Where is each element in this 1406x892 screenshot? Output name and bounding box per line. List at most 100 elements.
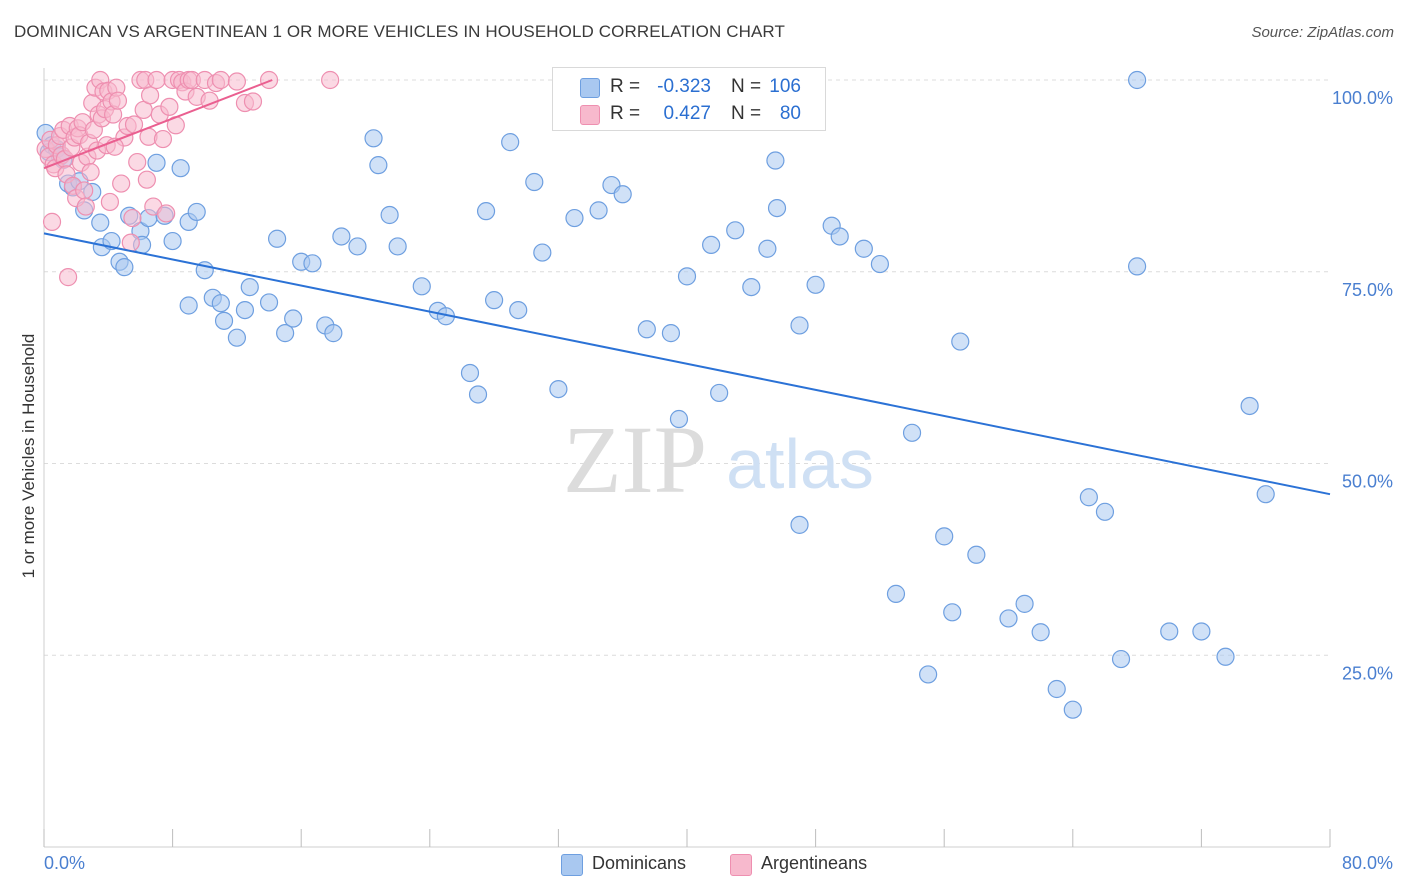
y-tick-label: 100.0% <box>1332 88 1393 108</box>
y-tick-label: 50.0% <box>1342 472 1393 492</box>
data-point <box>227 72 246 91</box>
data-point <box>1079 488 1098 507</box>
legend-label-dominicans: Dominicans <box>592 853 687 873</box>
series-dominicans <box>36 70 1275 719</box>
data-point <box>935 527 954 546</box>
trend-line-dominicans <box>43 232 1331 496</box>
data-point <box>388 237 407 256</box>
data-point <box>163 231 182 251</box>
data-point <box>42 212 62 231</box>
data-point <box>259 70 279 90</box>
legend-n-label: N = <box>731 76 762 97</box>
watermark: ZIP atlas <box>563 406 874 513</box>
watermark-atlas: atlas <box>726 425 874 503</box>
data-point <box>830 227 849 246</box>
data-point <box>565 208 584 228</box>
data-point <box>171 159 190 178</box>
data-point <box>1127 70 1147 90</box>
data-point <box>1216 647 1235 666</box>
data-point <box>677 267 697 286</box>
legend-swatch-argentineans <box>580 105 600 125</box>
data-point <box>267 229 287 248</box>
y-tick-label: 75.0% <box>1342 280 1393 300</box>
data-point <box>919 665 938 684</box>
data-point <box>211 70 230 90</box>
data-point <box>669 409 689 429</box>
data-point <box>76 197 95 216</box>
data-point <box>870 254 890 274</box>
data-point <box>1256 485 1275 504</box>
data-point <box>806 275 825 294</box>
data-point <box>211 294 230 313</box>
data-point <box>509 301 528 320</box>
data-point <box>533 243 552 262</box>
correlation-legend: R = -0.323 N = 106 R = 0.427 N = 80 <box>552 67 826 131</box>
legend-label-argentineans: Argentineans <box>761 853 868 873</box>
data-point <box>128 152 147 172</box>
data-point <box>214 311 234 330</box>
data-point <box>1095 502 1115 521</box>
trend-line-argentineans <box>43 79 273 170</box>
legend-swatch-dominicans <box>580 78 600 98</box>
data-point <box>235 301 255 320</box>
legend-r-value: -0.323 <box>657 76 711 97</box>
data-point <box>303 254 322 273</box>
data-point <box>766 151 785 170</box>
legend-row-argentineans: R = 0.427 N = 80 <box>553 99 825 127</box>
data-point <box>710 383 729 403</box>
data-point <box>160 97 179 116</box>
data-point <box>123 208 142 228</box>
legend-swatch-dominicans <box>561 854 583 876</box>
data-point <box>324 324 343 343</box>
data-point <box>112 174 131 193</box>
data-point <box>179 296 198 315</box>
legend-swatch-argentineans <box>730 854 752 876</box>
data-point <box>227 328 246 347</box>
data-point <box>81 162 100 182</box>
data-point <box>1015 594 1034 613</box>
x-tick-label: 0.0% <box>44 853 85 873</box>
data-point <box>1063 700 1082 719</box>
data-point <box>790 316 809 335</box>
x-tick-label: 80.0% <box>1342 853 1393 873</box>
data-point <box>854 239 873 258</box>
data-point <box>790 515 809 534</box>
data-point <box>1111 649 1131 669</box>
data-point <box>460 363 480 383</box>
data-point <box>1160 622 1179 641</box>
data-point <box>637 320 656 339</box>
data-point <box>468 385 488 404</box>
grid-lines <box>44 79 1330 656</box>
data-point <box>153 129 173 149</box>
data-point <box>1031 623 1050 642</box>
data-point <box>75 181 94 200</box>
data-point <box>284 309 303 328</box>
data-point <box>951 332 970 351</box>
data-point <box>525 172 544 192</box>
data-point <box>108 91 128 110</box>
legend-r-value: 0.427 <box>663 103 711 124</box>
data-point <box>1127 257 1147 276</box>
source-label: Source: ZipAtlas.com <box>1251 24 1394 41</box>
data-point <box>726 221 745 240</box>
data-point <box>321 70 340 90</box>
axes <box>43 68 1331 848</box>
data-point <box>661 324 681 343</box>
data-point <box>276 324 295 343</box>
data-point <box>100 192 120 212</box>
data-point <box>613 185 632 204</box>
legend-n-value: 106 <box>769 76 801 97</box>
data-point <box>259 293 279 312</box>
data-point <box>140 86 160 105</box>
data-point <box>380 205 399 225</box>
data-point <box>240 277 259 297</box>
data-point <box>476 202 496 221</box>
legend-n-label: N = <box>731 103 762 124</box>
data-point <box>967 545 986 564</box>
data-point <box>742 277 761 297</box>
data-point <box>147 70 166 90</box>
data-point <box>157 204 176 223</box>
tick-labels: 100.0% 75.0% 50.0% 25.0% 0.0% 80.0% <box>44 88 1393 873</box>
y-axis-label: 1 or more Vehicles in Household <box>19 334 38 579</box>
